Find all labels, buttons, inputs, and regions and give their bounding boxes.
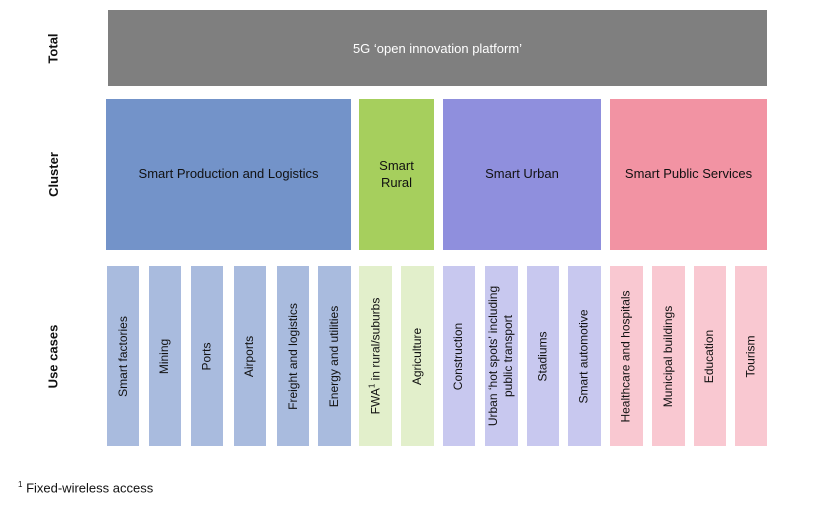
use-case-label: Ports <box>199 341 214 371</box>
cluster-smart-production-logistics: Smart Production and Logistics <box>106 99 351 250</box>
use-case-label-rest: in rural/suburbs <box>368 297 383 384</box>
cluster-label: Smart Production and Logistics <box>138 166 319 182</box>
use-case-tourism: Tourism <box>735 266 767 446</box>
use-case-label: Smart automotive <box>577 308 592 404</box>
use-case-label: Urban ‘hot spots’ including public transp… <box>487 286 517 426</box>
row-label-cluster: Cluster <box>38 99 68 250</box>
use-case-freight-logistics: Freight and logistics <box>277 266 309 446</box>
use-case-healthcare-hospitals: Healthcare and hospitals <box>610 266 643 446</box>
use-case-ports: Ports <box>191 266 223 446</box>
use-case-label: Stadiums <box>535 330 550 382</box>
cluster-smart-urban: Smart Urban <box>443 99 601 250</box>
row-label-cluster-text: Cluster <box>45 152 61 197</box>
use-case-label: Healthcare and hospitals <box>619 289 633 423</box>
use-case-airports: Airports <box>234 266 266 446</box>
use-case-label-fwa: FWA <box>368 388 383 415</box>
use-case-education: Education <box>694 266 726 446</box>
use-case-smart-factories: Smart factories <box>107 266 139 446</box>
cluster-label: Smart Rural <box>379 157 414 190</box>
use-case-construction: Construction <box>443 266 475 446</box>
use-case-label: Tourism <box>743 334 758 378</box>
use-case-label: Airports <box>242 335 257 377</box>
total-platform-label: 5G ‘open innovation platform’ <box>352 40 523 56</box>
cluster-label: Smart Urban <box>485 166 559 182</box>
use-case-energy-utilities: Energy and utilities <box>318 266 351 446</box>
total-platform-box: 5G ‘open innovation platform’ <box>108 10 767 86</box>
footnote-text: Fixed-wireless access <box>22 480 154 496</box>
use-case-label: Education <box>702 329 717 383</box>
row-label-total-text: Total <box>45 32 61 64</box>
use-case-municipal-buildings: Municipal buildings <box>652 266 685 446</box>
use-case-label: Freight and logistics <box>285 302 300 410</box>
cluster-smart-public-services: Smart Public Services <box>610 99 767 250</box>
use-case-label: Smart factories <box>115 315 130 397</box>
use-case-mining: Mining <box>149 266 181 446</box>
use-case-urban-hot-spots: Urban ‘hot spots’ including public transp… <box>485 266 518 446</box>
footnote-ref: 1 <box>367 383 377 389</box>
row-label-total: Total <box>38 10 68 86</box>
use-case-label: Energy and utilities <box>327 305 342 407</box>
footnote-marker: 1 <box>18 480 23 489</box>
footnote: 1 Fixed-wireless access <box>18 480 153 495</box>
row-label-use-cases-text: Use cases <box>45 324 61 388</box>
use-case-label: Mining <box>157 338 172 374</box>
use-case-agriculture: Agriculture <box>401 266 434 446</box>
cluster-smart-rural: Smart Rural <box>359 99 434 250</box>
use-case-stadiums: Stadiums <box>527 266 559 446</box>
row-label-use-cases: Use cases <box>38 266 68 446</box>
use-case-smart-automotive: Smart automotive <box>568 266 601 446</box>
use-case-label: Construction <box>451 322 466 390</box>
use-case-label: Agriculture <box>410 327 425 385</box>
use-case-fwa-rural-suburbs: FWA1 in rural/suburbs <box>359 266 392 446</box>
use-case-label-line2: public transport <box>501 314 516 398</box>
use-case-label: Municipal buildings <box>661 305 676 407</box>
cluster-label: Smart Public Services <box>624 166 753 182</box>
use-case-label-line1: Urban ‘hot spots’ including <box>486 285 501 427</box>
use-case-label: FWA1 in rural/suburbs <box>368 298 384 415</box>
